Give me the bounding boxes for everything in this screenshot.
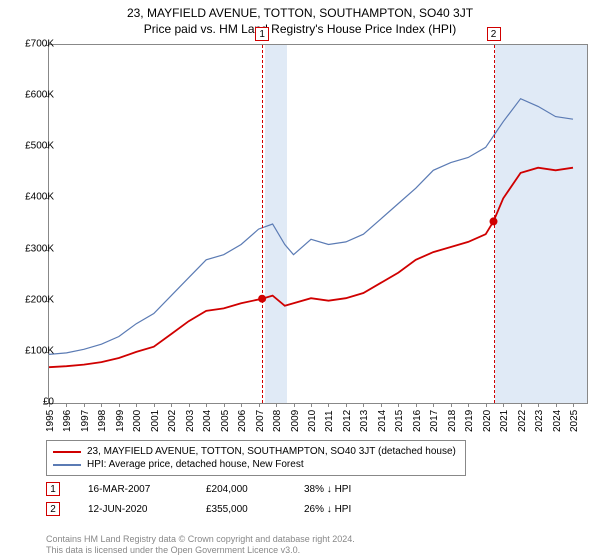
- chart-title: 23, MAYFIELD AVENUE, TOTTON, SOUTHAMPTON…: [0, 0, 600, 20]
- y-axis-label: £300K: [6, 243, 54, 254]
- x-axis-label: 2010: [307, 410, 318, 432]
- x-axis-label: 1996: [62, 410, 73, 432]
- sale-row: 1 16-MAR-2007 £204,000 38% ↓ HPI: [46, 482, 546, 496]
- sale-price: £355,000: [206, 504, 276, 515]
- sale-marker: 1: [46, 482, 60, 496]
- x-axis-label: 2024: [552, 410, 563, 432]
- x-axis-label: 1997: [80, 410, 91, 432]
- x-axis-label: 1995: [45, 410, 56, 432]
- sale-date: 16-MAR-2007: [88, 484, 178, 495]
- x-axis-label: 2011: [324, 410, 335, 432]
- y-axis-label: £700K: [6, 39, 54, 50]
- x-axis-label: 2001: [150, 410, 161, 432]
- legend-label: 23, MAYFIELD AVENUE, TOTTON, SOUTHAMPTON…: [87, 446, 456, 457]
- legend: 23, MAYFIELD AVENUE, TOTTON, SOUTHAMPTON…: [46, 440, 466, 476]
- event-marker: 2: [487, 27, 501, 41]
- sale-delta: 26% ↓ HPI: [304, 504, 351, 515]
- x-axis-label: 2012: [342, 410, 353, 432]
- x-axis-label: 2019: [464, 410, 475, 432]
- sale-row: 2 12-JUN-2020 £355,000 26% ↓ HPI: [46, 502, 546, 516]
- x-axis-label: 2020: [482, 410, 493, 432]
- x-axis-label: 2022: [517, 410, 528, 432]
- y-axis-label: £400K: [6, 192, 54, 203]
- x-axis-label: 2008: [272, 410, 283, 432]
- y-axis-label: £600K: [6, 90, 54, 101]
- legend-swatch: [53, 464, 81, 466]
- x-axis-label: 2003: [185, 410, 196, 432]
- x-axis-label: 2007: [255, 410, 266, 432]
- x-axis-label: 2021: [499, 410, 510, 432]
- x-axis-label: 2018: [447, 410, 458, 432]
- x-axis-label: 2014: [377, 410, 388, 432]
- x-axis-label: 2002: [167, 410, 178, 432]
- y-axis-label: £500K: [6, 141, 54, 152]
- y-axis-label: £200K: [6, 294, 54, 305]
- chart-subtitle: Price paid vs. HM Land Registry's House …: [0, 20, 600, 40]
- footer: Contains HM Land Registry data © Crown c…: [46, 534, 355, 557]
- chart-svg: [49, 45, 587, 403]
- legend-item: 23, MAYFIELD AVENUE, TOTTON, SOUTHAMPTON…: [53, 445, 459, 458]
- x-axis-label: 2017: [429, 410, 440, 432]
- legend-label: HPI: Average price, detached house, New …: [87, 459, 304, 470]
- x-axis-label: 1999: [115, 410, 126, 432]
- x-axis-label: 2016: [412, 410, 423, 432]
- x-axis-label: 2015: [394, 410, 405, 432]
- legend-item: HPI: Average price, detached house, New …: [53, 458, 459, 471]
- chart-container: 23, MAYFIELD AVENUE, TOTTON, SOUTHAMPTON…: [0, 0, 600, 560]
- x-axis-label: 2025: [569, 410, 580, 432]
- x-axis-label: 2009: [290, 410, 301, 432]
- sale-marker: 2: [46, 502, 60, 516]
- x-axis-label: 2006: [237, 410, 248, 432]
- y-axis-label: £100K: [6, 345, 54, 356]
- footer-line: Contains HM Land Registry data © Crown c…: [46, 534, 355, 545]
- event-marker: 1: [255, 27, 269, 41]
- chart-plot-area: 12: [48, 44, 588, 404]
- sale-price: £204,000: [206, 484, 276, 495]
- sale-delta: 38% ↓ HPI: [304, 484, 351, 495]
- x-axis-label: 1998: [97, 410, 108, 432]
- sale-date: 12-JUN-2020: [88, 504, 178, 515]
- x-axis-label: 2004: [202, 410, 213, 432]
- legend-swatch: [53, 451, 81, 453]
- x-axis-label: 2005: [220, 410, 231, 432]
- footer-line: This data is licensed under the Open Gov…: [46, 545, 355, 556]
- y-axis-label: £0: [6, 397, 54, 408]
- x-axis-label: 2023: [534, 410, 545, 432]
- x-axis-label: 2013: [359, 410, 370, 432]
- x-axis-label: 2000: [132, 410, 143, 432]
